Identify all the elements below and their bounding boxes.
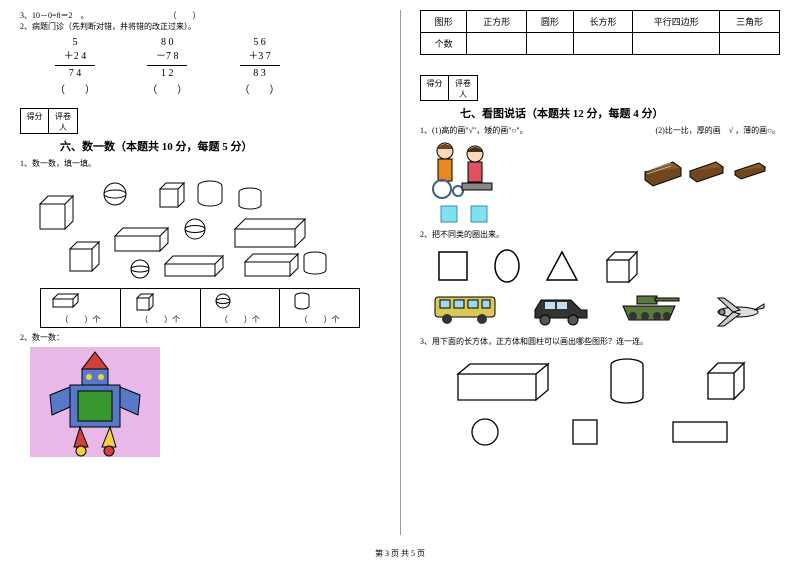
score-box-7: 得分 评卷人 — [420, 75, 478, 101]
section-6-title: 六、数一数（本题共 10 分，每题 5 分） — [60, 138, 380, 154]
count-table: （ ）个 （ ）个 （ ）个 （ ）个 — [40, 288, 360, 328]
q7-3: 3、用下面的长方体，正方体和圆柱可以画出哪些图形？连一连。 — [420, 336, 780, 347]
car-icon — [527, 292, 593, 326]
q7-2: 2、把不同类的圈出来。 — [420, 229, 780, 240]
question-3: 3、10－0=8＝2 。 （ ） — [20, 10, 380, 21]
vehicles-row — [420, 292, 780, 330]
q6-2: 2、数一数： — [20, 332, 380, 343]
shapes-scatter — [20, 174, 380, 284]
robot-figure — [30, 347, 160, 457]
math-problem-2: 8 0 －7 8 1 2 （ ） — [147, 36, 187, 98]
math-problem-1: 5 ＋2 4 7 4 （ ） — [55, 36, 95, 98]
math-problem-3: 5 6 ＋3 7 8 3 （ ） — [240, 36, 280, 98]
cyan-squares — [440, 205, 780, 223]
bus-icon — [432, 292, 502, 326]
flats-row — [435, 417, 765, 447]
q6-1: 1、数一数，填一填。 — [20, 158, 380, 169]
tank-icon — [617, 292, 683, 326]
section-7-title: 七、看图说话（本题共 12 分，每题 4 分） — [460, 105, 780, 121]
shape-count-table: 图形 正方形 圆形 长方形 平行四边形 三角形 个数 — [420, 10, 780, 55]
plane-icon — [708, 292, 768, 330]
page-footer: 第 3 页 共 5 页 — [0, 548, 800, 559]
question-2-intro: 2、病题门诊（先判断对错，并将错的改正过来）。 — [20, 21, 380, 32]
comparison-row — [420, 139, 780, 199]
solids-row — [425, 357, 775, 407]
score-box-6: 得分 评卷人 — [20, 108, 78, 134]
odd-shapes-row — [435, 248, 765, 284]
q7-1: 1、(1)高的画"√"，矮的画"○"。 (2)比一比，厚的画 √ ，薄的画○。 — [420, 125, 780, 136]
